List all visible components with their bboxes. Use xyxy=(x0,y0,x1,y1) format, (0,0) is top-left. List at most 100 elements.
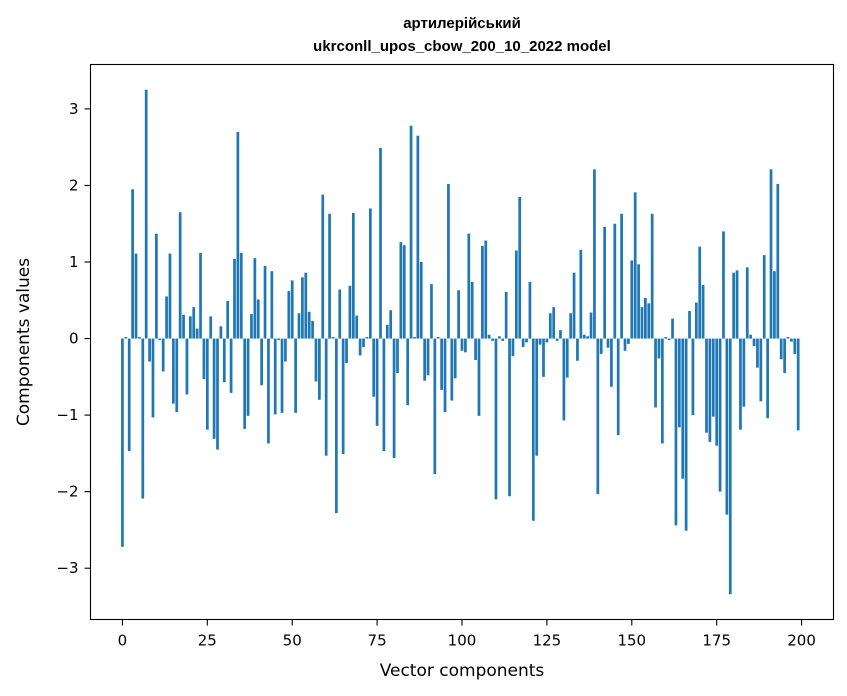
bar xyxy=(711,338,715,417)
bar xyxy=(165,296,168,339)
bar xyxy=(630,260,634,339)
bar xyxy=(158,338,162,341)
bar xyxy=(365,337,369,339)
bar xyxy=(620,213,623,339)
y-tick-label: 1 xyxy=(69,253,79,271)
bar xyxy=(430,284,433,339)
x-axis-ticks: 0 25 50 75 100 125 150 175 200 xyxy=(118,619,816,650)
bar xyxy=(246,338,250,416)
bar xyxy=(460,338,464,351)
bar xyxy=(457,290,460,339)
bar xyxy=(399,242,403,339)
bar xyxy=(453,338,457,379)
bar xyxy=(484,240,488,339)
bar xyxy=(413,337,416,339)
bar xyxy=(766,338,769,419)
bar xyxy=(188,316,192,339)
bar xyxy=(518,196,522,339)
bar xyxy=(562,338,566,421)
bar xyxy=(243,338,247,429)
bar xyxy=(623,338,627,351)
bar xyxy=(127,338,131,452)
bar xyxy=(212,338,216,439)
bar xyxy=(576,338,579,361)
bar xyxy=(301,277,304,339)
bar xyxy=(226,301,230,339)
y-tick-label: 0 xyxy=(69,330,79,348)
bar xyxy=(572,272,576,339)
bar xyxy=(698,246,702,339)
bar xyxy=(138,337,141,339)
bar xyxy=(423,338,427,381)
bar xyxy=(375,338,379,426)
bar xyxy=(677,338,681,428)
bar xyxy=(582,334,586,339)
bar xyxy=(786,337,790,339)
y-tick-label: −1 xyxy=(56,406,78,424)
bar xyxy=(124,337,128,339)
bar xyxy=(474,338,477,360)
bar xyxy=(440,338,443,390)
chart-title-line-1: артилерійський xyxy=(403,15,521,32)
bar xyxy=(708,338,712,442)
bar xyxy=(358,338,362,356)
bar xyxy=(416,135,420,339)
bar xyxy=(640,307,644,339)
bar xyxy=(783,338,786,374)
bar xyxy=(348,285,352,339)
bar xyxy=(290,280,294,339)
bar xyxy=(491,338,494,341)
bar xyxy=(715,338,719,446)
bar xyxy=(728,338,732,595)
x-tick-label: 100 xyxy=(448,632,477,650)
bar xyxy=(311,320,314,339)
bar xyxy=(229,338,233,393)
bar xyxy=(192,307,196,339)
bar xyxy=(705,338,708,433)
bar xyxy=(681,338,685,479)
bar xyxy=(552,307,556,339)
bar xyxy=(209,316,213,339)
bar xyxy=(205,338,209,430)
bar xyxy=(548,313,552,339)
bar xyxy=(525,338,528,343)
bar xyxy=(307,311,311,339)
bar xyxy=(287,291,291,339)
bar xyxy=(545,338,549,343)
bar xyxy=(297,313,301,339)
bar xyxy=(504,291,508,339)
bar xyxy=(216,338,219,450)
bar xyxy=(250,314,253,339)
bar xyxy=(304,272,308,339)
y-tick-label: 3 xyxy=(69,100,79,118)
bar xyxy=(362,338,365,347)
bar xyxy=(664,337,668,339)
bar xyxy=(175,338,179,413)
x-axis-label: Vector components xyxy=(380,661,545,681)
bar xyxy=(436,337,440,339)
x-tick-label: 50 xyxy=(283,632,302,650)
bar xyxy=(514,250,518,339)
bar xyxy=(633,192,637,339)
bar xyxy=(263,265,267,339)
bar xyxy=(603,226,606,339)
bar xyxy=(392,338,396,458)
bar xyxy=(253,258,257,339)
bar xyxy=(511,338,515,357)
bar xyxy=(331,337,335,339)
bar xyxy=(260,338,264,386)
bar xyxy=(148,338,151,362)
bar xyxy=(667,338,671,341)
bar xyxy=(168,253,172,339)
bar xyxy=(402,245,406,339)
bar xyxy=(239,252,243,339)
bar xyxy=(270,271,274,339)
bar xyxy=(660,338,664,444)
bar xyxy=(616,338,620,436)
bar xyxy=(328,213,331,339)
bar xyxy=(338,289,342,339)
bar xyxy=(280,338,284,413)
bar xyxy=(368,208,372,339)
bar xyxy=(406,338,410,406)
